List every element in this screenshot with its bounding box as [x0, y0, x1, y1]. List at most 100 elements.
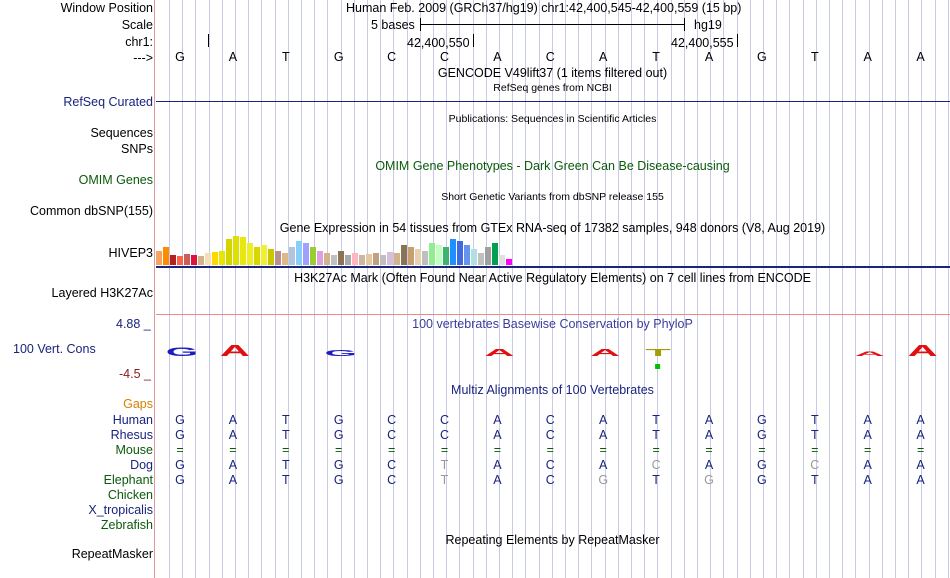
gtex-tissue-bar[interactable] — [471, 249, 477, 265]
grid-line — [367, 0, 368, 578]
gtex-tissue-bar[interactable] — [219, 251, 225, 265]
conservation-logo-glyph: A — [220, 341, 250, 359]
gtex-tissue-bar[interactable] — [401, 245, 407, 265]
repeatmasker-label[interactable]: RepeatMasker — [71, 547, 153, 561]
grid-line — [618, 0, 619, 578]
gtex-tissue-bar[interactable] — [226, 239, 232, 265]
gtex-tissue-bar[interactable] — [492, 243, 498, 265]
gtex-expression-bars[interactable] — [156, 233, 516, 265]
gtex-tissue-bar[interactable] — [205, 253, 211, 265]
gtex-tissue-bar[interactable] — [282, 253, 288, 265]
gtex-tissue-bar[interactable] — [303, 243, 309, 265]
grid-line — [301, 0, 302, 578]
alignment-base: = — [282, 443, 290, 457]
gtex-tissue-bar[interactable] — [478, 253, 484, 265]
alignment-base: G — [757, 473, 767, 487]
gtex-tissue-bar[interactable] — [310, 247, 316, 265]
gtex-tissue-bar[interactable] — [506, 259, 512, 265]
sequence-base: G — [175, 50, 185, 64]
gtex-tissue-bar[interactable] — [331, 255, 337, 265]
gtex-tissue-bar[interactable] — [254, 247, 260, 265]
gtex-tissue-bar[interactable] — [317, 251, 323, 265]
gtex-tissue-bar[interactable] — [177, 256, 183, 265]
alignment-base: G — [333, 458, 344, 472]
coord-label-2: 42,400,555 — [671, 36, 734, 50]
window-position-value[interactable]: Human Feb. 2009 (GRCh37/hg19) chr1:42,40… — [346, 1, 742, 15]
refseq-label[interactable]: RefSeq Curated — [63, 95, 153, 109]
gtex-tissue-bar[interactable] — [184, 254, 190, 265]
alignment-base: C — [545, 428, 555, 442]
grid-line — [354, 0, 355, 578]
h3k27ac-label[interactable]: Layered H3K27Ac — [51, 286, 153, 300]
gtex-tissue-bar[interactable] — [268, 249, 274, 265]
gtex-tissue-bar[interactable] — [191, 255, 197, 265]
alignment-base: A — [228, 428, 238, 442]
grid-line — [248, 0, 249, 578]
gtex-tissue-bar[interactable] — [261, 245, 267, 265]
gtex-tissue-bar[interactable] — [352, 253, 358, 265]
h3k27ac-signal-line — [156, 314, 950, 315]
gencode-track-title[interactable]: GENCODE V49lift37 (1 items filtered out) — [437, 66, 668, 80]
gtex-tissue-bar[interactable] — [436, 245, 442, 265]
gtex-tissue-bar[interactable] — [296, 241, 302, 265]
gtex-tissue-bar[interactable] — [247, 243, 253, 265]
alignment-base: G — [757, 413, 767, 427]
gtex-tissue-bar[interactable] — [373, 253, 379, 265]
gtex-tissue-bar[interactable] — [163, 247, 169, 265]
gtex-tissue-bar[interactable] — [485, 247, 491, 265]
gtex-tissue-bar[interactable] — [198, 256, 204, 265]
alignment-base: T — [810, 473, 819, 487]
alignment-base: G — [333, 413, 344, 427]
gtex-tissue-bar[interactable] — [212, 252, 218, 265]
gtex-tissue-bar[interactable] — [450, 239, 456, 265]
conservation-logo-glyph: G — [166, 345, 198, 358]
gtex-tissue-bar[interactable] — [429, 243, 435, 265]
alignment-base: C — [387, 458, 397, 472]
gtex-tissue-bar[interactable] — [457, 241, 463, 265]
dbsnp-label[interactable]: Common dbSNP(155) — [30, 204, 153, 218]
grid-line — [895, 0, 896, 578]
gtex-tissue-bar[interactable] — [415, 249, 421, 265]
gtex-tissue-bar[interactable] — [380, 255, 386, 265]
grid-line — [182, 0, 183, 578]
gtex-tissue-bar[interactable] — [408, 247, 414, 265]
alignment-base: G — [175, 428, 185, 442]
gtex-tissue-bar[interactable] — [324, 253, 330, 265]
h3k27ac-track-title: H3K27Ac Mark (Often Found Near Active Re… — [294, 271, 811, 285]
sequences-label[interactable]: Sequences — [90, 126, 153, 140]
alignment-base: C — [439, 413, 450, 427]
dbsnp-track-title: Short Genetic Variants from dbSNP releas… — [441, 191, 664, 203]
omim-label[interactable]: OMIM Genes — [78, 173, 153, 187]
conservation-label[interactable]: 100 Vert. Cons — [13, 342, 96, 356]
gtex-tissue-bar[interactable] — [387, 252, 393, 265]
grid-line — [578, 0, 579, 578]
gtex-tissue-bar[interactable] — [422, 251, 428, 265]
species-label-dog: Dog — [130, 458, 153, 472]
grid-line — [855, 0, 856, 578]
scale-bar-right-tick — [684, 18, 685, 31]
gtex-tissue-bar[interactable] — [345, 255, 351, 265]
snps-label[interactable]: SNPs — [121, 142, 153, 156]
alignment-base: T — [281, 473, 290, 487]
alignment-base: = — [493, 443, 502, 457]
species-label-chicken: Chicken — [107, 488, 153, 502]
alignment-base: = — [387, 443, 396, 457]
grid-line — [512, 0, 513, 578]
gtex-tissue-bar[interactable] — [338, 251, 344, 265]
conservation-track-title: 100 vertebrates Basewise Conservation by… — [412, 317, 693, 331]
omim-track-title: OMIM Gene Phenotypes - Dark Green Can Be… — [375, 159, 730, 173]
refseq-gene-line[interactable] — [156, 101, 950, 102]
gtex-tissue-bar[interactable] — [289, 247, 295, 265]
gtex-tissue-bar[interactable] — [240, 237, 246, 265]
gtex-tissue-bar[interactable] — [394, 253, 400, 265]
gtex-tissue-bar[interactable] — [366, 254, 372, 265]
gtex-tissue-bar[interactable] — [443, 247, 449, 265]
gtex-tissue-bar[interactable] — [156, 251, 162, 265]
gtex-tissue-bar[interactable] — [170, 255, 176, 265]
gtex-tissue-bar[interactable] — [499, 255, 505, 265]
gtex-tissue-bar[interactable] — [275, 251, 281, 265]
gtex-tissue-bar[interactable] — [233, 236, 239, 265]
gtex-tissue-bar[interactable] — [359, 255, 365, 265]
gtex-tissue-bar[interactable] — [464, 245, 470, 265]
gtex-gene-label[interactable]: HIVEP3 — [108, 246, 153, 260]
